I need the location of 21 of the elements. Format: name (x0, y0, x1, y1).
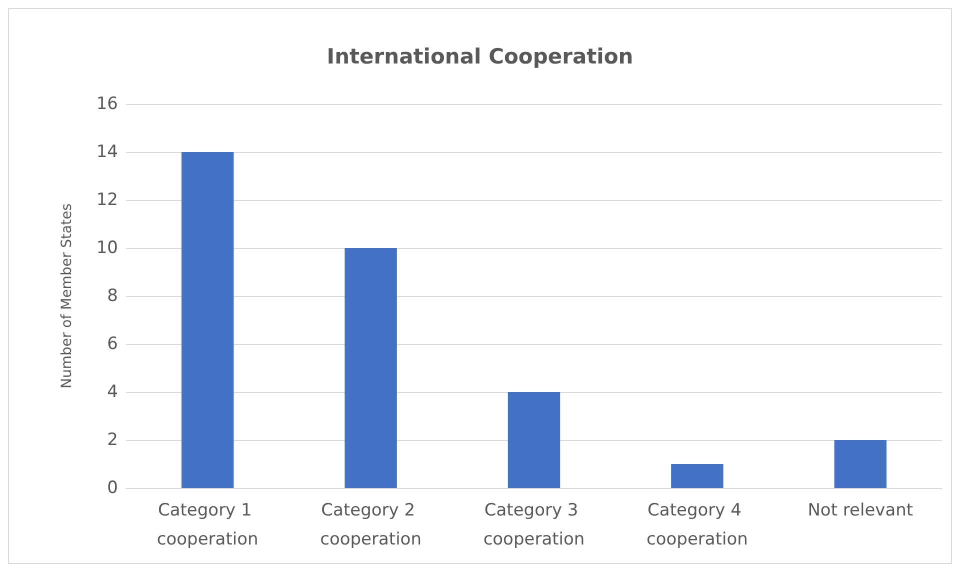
bar (671, 464, 724, 488)
y-tick-label: 4 (107, 382, 118, 402)
y-tick-label: 16 (96, 94, 118, 114)
bar (181, 152, 234, 488)
y-tick-label: 0 (107, 478, 118, 498)
x-tick-label: Category 3 cooperation (483, 500, 585, 550)
chart-title: International Cooperation (326, 44, 634, 68)
y-axis-title: Number of Member States (59, 203, 75, 389)
x-tick-label: Not relevant (808, 500, 914, 520)
bar (344, 248, 397, 488)
y-tick-label: 6 (107, 334, 118, 354)
y-tick-label: 12 (96, 190, 118, 210)
y-tick-label: 14 (96, 142, 118, 162)
bar (508, 392, 560, 488)
bar (834, 440, 887, 488)
y-tick-label: 10 (96, 238, 118, 258)
x-tick-label: Category 2 cooperation (320, 500, 422, 550)
x-tick-label: Category 1 cooperation (156, 500, 258, 550)
y-tick-label: 8 (107, 286, 118, 306)
y-tick-label: 2 (107, 430, 118, 450)
x-tick-label: Category 4 cooperation (646, 500, 748, 550)
